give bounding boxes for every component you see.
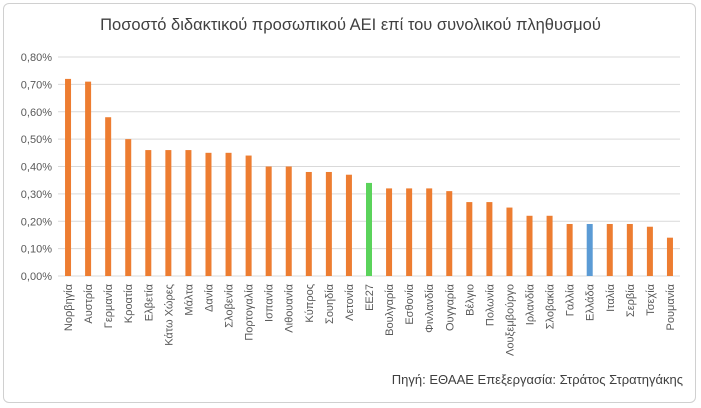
x-tick-label: Πολωνία	[484, 283, 496, 326]
y-tick-label: 0,50%	[21, 134, 52, 146]
x-tick-label: Γαλλία	[565, 283, 577, 316]
x-tick-label: Λιθουανία	[284, 283, 296, 332]
y-tick-label: 0,20%	[21, 216, 52, 228]
x-tick-label: Κάτω Χώρες	[163, 284, 175, 346]
x-tick-label: Δανία	[203, 283, 215, 312]
bar	[205, 152, 212, 276]
bar	[526, 215, 533, 276]
bar	[466, 202, 473, 276]
x-tick-label: Ελλάδα	[585, 283, 597, 321]
x-tick-label: Φινλανδία	[424, 283, 436, 332]
x-tick-label: Εσθονία	[404, 283, 416, 324]
x-tick-label: Βουλγαρία	[384, 283, 396, 336]
x-tick-label: ΕΕ27	[364, 284, 376, 311]
bar	[245, 155, 252, 276]
bar	[325, 171, 332, 276]
x-tick-label: Κύπρος	[304, 284, 316, 323]
bar	[305, 171, 312, 276]
x-tick-label: Ισπανία	[264, 283, 276, 322]
bar	[406, 188, 413, 276]
x-tick-label: Σλοβενία	[224, 283, 236, 327]
x-tick-label: Σερβία	[625, 283, 637, 317]
bar	[265, 166, 272, 276]
bar	[85, 81, 92, 276]
bar	[626, 223, 633, 276]
y-tick-label: 0,10%	[21, 244, 52, 256]
x-tick-label: Νορβηγία	[63, 283, 75, 331]
bar	[446, 191, 453, 276]
y-tick-label: 0,40%	[21, 162, 52, 174]
bar	[566, 223, 573, 276]
y-tick-label: 0,80%	[21, 52, 52, 64]
x-tick-label: Γερμανία	[103, 283, 115, 328]
x-tick-label: Ουγγαρία	[444, 283, 456, 331]
x-tick-label: Αυστρία	[83, 283, 95, 323]
bar	[586, 223, 593, 276]
x-tick-label: Λουξεμβούργο	[504, 284, 516, 356]
bar	[345, 174, 352, 276]
x-tick-label: Ιταλία	[605, 283, 617, 312]
x-tick-label: Τσεχία	[645, 283, 657, 315]
x-tick-label: Ελβετία	[143, 283, 155, 321]
bar	[386, 188, 393, 276]
chart-title: Ποσοστό διδακτικού προσωπικού ΑΕΙ επί το…	[100, 16, 601, 34]
x-tick-label: Σουηδία	[324, 283, 336, 324]
bar	[105, 117, 112, 276]
x-tick-label: Λετονία	[344, 283, 356, 321]
bar	[486, 202, 493, 276]
x-tick-label: Ρουμανία	[665, 283, 677, 330]
x-tick-label: Πορτογαλία	[244, 283, 256, 340]
y-tick-label: 0,30%	[21, 189, 52, 201]
bar	[225, 152, 232, 276]
x-tick-label: Ιρλανδία	[525, 283, 537, 325]
bar	[165, 150, 172, 276]
bar	[366, 182, 372, 276]
x-tick-label: Κροατία	[123, 283, 135, 323]
bar	[185, 150, 192, 276]
chart-source: Πηγή: ΕΘΑΑΕ Επεξεργασία: Στράτος Στρατηγ…	[391, 372, 683, 387]
y-tick-label: 0,70%	[21, 79, 52, 91]
bar	[606, 223, 613, 276]
x-tick-label: Βέλγιο	[464, 284, 476, 316]
bar	[65, 78, 72, 277]
bar	[546, 215, 553, 276]
bar	[646, 226, 653, 276]
bar	[145, 150, 152, 276]
bar	[666, 237, 673, 276]
bar	[125, 139, 132, 276]
bar	[285, 166, 292, 276]
x-tick-label: Μάλτα	[183, 283, 195, 315]
bar	[506, 207, 513, 276]
y-tick-label: 0,60%	[21, 107, 52, 119]
x-tick-label: Σλοβακία	[545, 283, 557, 329]
bar	[426, 188, 433, 276]
y-tick-label: 0,00%	[21, 271, 52, 283]
